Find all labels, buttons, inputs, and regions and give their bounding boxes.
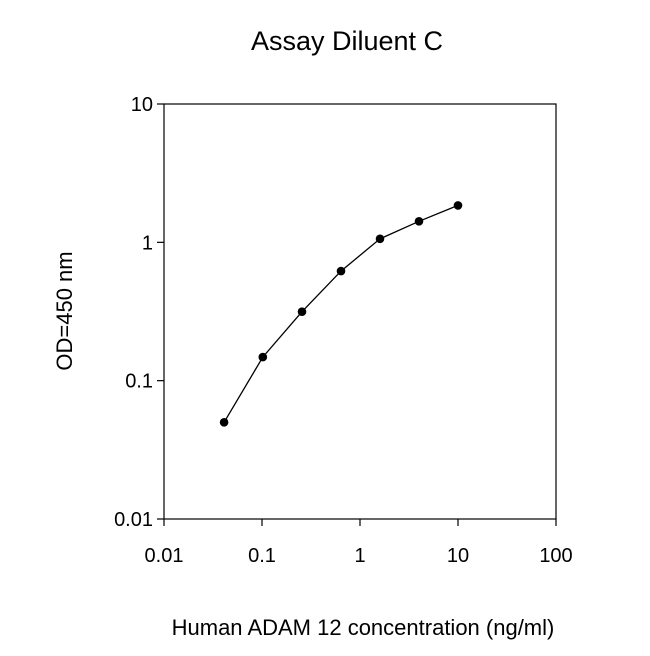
data-point bbox=[297, 307, 307, 317]
x-tick-label: 1 bbox=[354, 545, 365, 567]
series-layer bbox=[219, 201, 463, 427]
chart-title: Assay Diluent C bbox=[251, 26, 443, 56]
data-point bbox=[414, 217, 424, 226]
x-tick-label: 100 bbox=[539, 545, 572, 567]
data-point bbox=[453, 201, 463, 210]
y-tick-label: 10 bbox=[131, 94, 153, 116]
x-tick-label: 0.01 bbox=[145, 545, 184, 567]
data-point bbox=[258, 352, 268, 362]
x-axis-ticks: 0.01 0.1 1 10 100 bbox=[145, 519, 573, 567]
y-tick-label: 0.01 bbox=[114, 509, 153, 531]
plot-area bbox=[163, 103, 557, 520]
data-point bbox=[375, 234, 385, 244]
y-tick-label: 0.1 bbox=[125, 371, 153, 393]
series-line bbox=[223, 204, 459, 423]
data-point bbox=[336, 266, 346, 276]
y-tick-label: 1 bbox=[142, 232, 153, 254]
data-point bbox=[219, 418, 229, 427]
x-tick-label: 0.1 bbox=[248, 545, 276, 567]
y-axis-ticks: 0.01 0.1 1 10 bbox=[114, 94, 164, 531]
y-axis-label: OD=450 nm bbox=[52, 251, 77, 370]
x-axis-label: Human ADAM 12 concentration (ng/ml) bbox=[172, 615, 555, 640]
x-tick-label: 10 bbox=[447, 545, 469, 567]
